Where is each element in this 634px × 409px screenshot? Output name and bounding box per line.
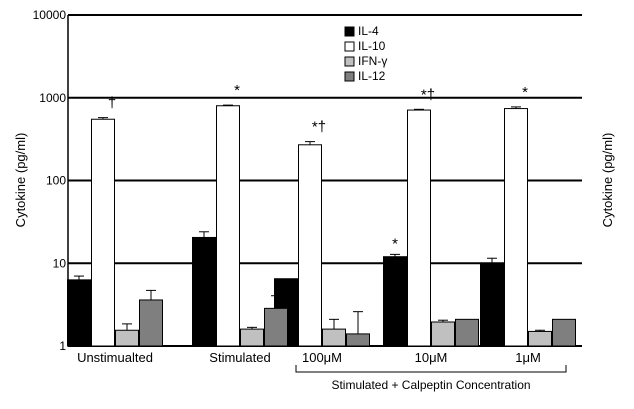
bar-ifn-0 — [115, 329, 139, 347]
category-label: Stimulated — [209, 350, 270, 365]
bar-il10-4 — [504, 108, 528, 347]
category-labels: Unstimualted Stimulated 100μM 10μM 1μM — [77, 350, 541, 365]
bars — [67, 105, 576, 347]
legend-label: IL-12 — [358, 69, 386, 83]
y-tick-label: 1000 — [39, 91, 66, 105]
y-tick-labels: 1 10 100 1000 10000 — [33, 8, 67, 353]
legend-swatch — [344, 41, 355, 52]
bar-il12-3 — [455, 318, 479, 347]
y-tick-label: 10 — [53, 256, 67, 270]
bar-ifn-2 — [322, 328, 346, 347]
significance-mark: † — [108, 95, 116, 112]
significance-mark: * — [392, 235, 398, 252]
bar-il12-1 — [264, 307, 288, 347]
bar-il12-0 — [139, 299, 163, 347]
group-label: Stimulated + Calpeptin Concentration — [331, 378, 530, 392]
y-tick-label: 10000 — [33, 8, 67, 22]
y-tick-label: 1 — [59, 339, 66, 353]
significance-annotations: † * *† *† * * — [108, 82, 528, 252]
legend-swatch — [344, 71, 355, 82]
error-bars — [74, 104, 545, 334]
significance-mark: * — [522, 84, 528, 101]
bar-il10-1 — [216, 105, 240, 347]
bar-il10-3 — [407, 109, 431, 347]
legend-label: IFN-γ — [358, 54, 387, 68]
legend-label: IL-10 — [358, 39, 386, 53]
y-axis-title: Cytokine (pg/ml) — [13, 133, 28, 228]
bar-ifn-1 — [240, 328, 264, 347]
category-label: Unstimualted — [77, 350, 153, 365]
legend-swatch — [344, 56, 355, 67]
group-bracket-line — [295, 365, 567, 373]
bar-il10-2 — [298, 144, 322, 347]
category-label: 10μM — [415, 350, 448, 365]
legend-swatch — [344, 26, 355, 37]
bar-il4-4 — [480, 262, 504, 347]
significance-mark: *† — [312, 119, 326, 136]
bar-il12-4 — [552, 318, 576, 347]
significance-mark: *† — [421, 86, 435, 103]
bar-il4-1 — [192, 236, 216, 347]
bar-il4-3 — [383, 256, 407, 347]
bar-il10-0 — [91, 118, 115, 347]
category-label: 1μM — [515, 350, 541, 365]
bar-ifn-3 — [431, 321, 455, 347]
bar-il4-0 — [67, 279, 91, 347]
legend-label: IL-4 — [358, 24, 379, 38]
group-bracket — [295, 365, 567, 373]
bar-il12-2 — [346, 333, 370, 347]
bar-ifn-4 — [528, 330, 552, 347]
significance-mark: * — [234, 82, 240, 99]
y-axis-title-right: Cytokine (pg/ml) — [600, 133, 615, 228]
category-label: 100μM — [302, 350, 342, 365]
y-tick-label: 100 — [46, 174, 66, 188]
